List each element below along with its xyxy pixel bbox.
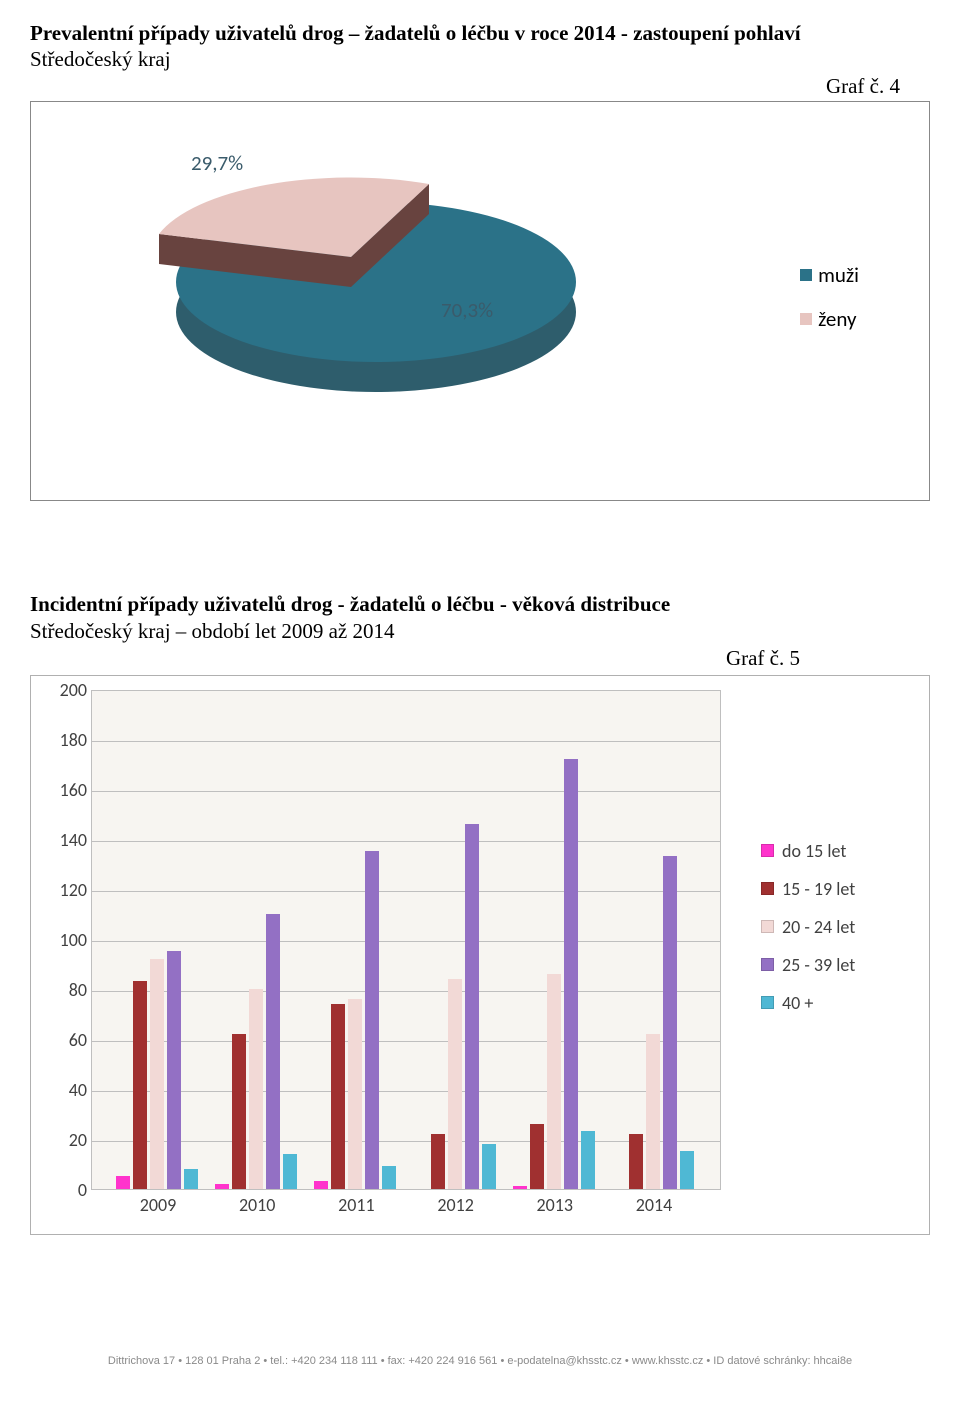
- gridline: [92, 741, 720, 742]
- pie-legend-label-zeny: ženy: [818, 306, 856, 332]
- bar-legend-swatch: [761, 996, 774, 1009]
- bar-legend-label: do 15 let: [782, 840, 846, 862]
- y-tick-label: 160: [49, 779, 87, 801]
- page-footer: Dittrichova 17 • 128 01 Praha 2 • tel.: …: [30, 1355, 930, 1367]
- pie-swatch-zeny: [800, 313, 812, 325]
- x-tick-label: 2014: [636, 1194, 673, 1216]
- pie-legend-row-muzi: muži: [800, 262, 859, 288]
- bar-legend-label: 15 - 19 let: [782, 878, 855, 900]
- bar-chart-frame: 0 20 40 60 80 100 120 140 160 180 200 2009 2010 2011…: [30, 675, 930, 1235]
- x-tick-label: 2009: [140, 1194, 177, 1216]
- bar-legend: do 15 let 15 - 19 let 20 - 24 let 25 - 39 l…: [761, 840, 855, 1030]
- bar: [680, 1151, 694, 1189]
- bar-plot-column: 020406080100120140160180200 200920102011…: [47, 690, 721, 1220]
- y-tick-label: 60: [49, 1029, 87, 1051]
- section1-graf-label: Graf č. 4: [30, 74, 900, 99]
- bar-legend-row: 40 +: [761, 992, 855, 1014]
- bar: [283, 1154, 297, 1189]
- pie-pct-muzi: 70,3%: [441, 297, 493, 323]
- bar: [530, 1124, 544, 1189]
- y-tick-label: 180: [49, 729, 87, 751]
- bar: [266, 914, 280, 1189]
- gridline: [92, 891, 720, 892]
- pie-legend-row-zeny: ženy: [800, 306, 859, 332]
- pie-legend: muži ženy: [800, 262, 859, 350]
- bar-plot-area: [91, 690, 721, 1190]
- bar: [547, 974, 561, 1189]
- bar-legend-row: 20 - 24 let: [761, 916, 855, 938]
- bar: [365, 851, 379, 1189]
- gridline: [92, 1141, 720, 1142]
- x-tick-label: 2012: [437, 1194, 474, 1216]
- bar-legend-label: 40 +: [782, 992, 813, 1014]
- bar: [581, 1131, 595, 1189]
- section1-subtitle: Středočeský kraj: [30, 47, 930, 72]
- bar: [116, 1176, 130, 1189]
- bar: [482, 1144, 496, 1189]
- bar-legend-swatch: [761, 920, 774, 933]
- bar-legend-swatch: [761, 844, 774, 857]
- bar: [348, 999, 362, 1189]
- bar: [513, 1186, 527, 1189]
- bar: [314, 1181, 328, 1189]
- bar: [646, 1034, 660, 1189]
- y-tick-label: 80: [49, 979, 87, 1001]
- x-tick-label: 2013: [537, 1194, 574, 1216]
- bar: [629, 1134, 643, 1189]
- bar: [215, 1184, 229, 1189]
- y-tick-label: 100: [49, 929, 87, 951]
- section2-graf-label: Graf č. 5: [30, 646, 800, 671]
- bar-legend-label: 20 - 24 let: [782, 916, 855, 938]
- pie-legend-label-muzi: muži: [818, 262, 859, 288]
- section2-title: Incidentní případy uživatelů drog - žada…: [30, 591, 930, 618]
- bar: [564, 759, 578, 1189]
- bar: [150, 959, 164, 1189]
- section-1-header: Prevalentní případy uživatelů drog – žad…: [30, 20, 930, 99]
- pie-3d-icon: [141, 152, 591, 412]
- gridline: [92, 841, 720, 842]
- pie-swatch-muzi: [800, 269, 812, 281]
- gridline: [92, 1091, 720, 1092]
- y-tick-label: 0: [49, 1179, 87, 1201]
- bar-x-labels: 2009 2010 2011 2012 2013 2014: [91, 1190, 721, 1220]
- pie-canvas: 29,7% 70,3%: [71, 132, 741, 422]
- x-tick-label: 2010: [239, 1194, 276, 1216]
- bar: [448, 979, 462, 1189]
- bar: [232, 1034, 246, 1189]
- bar: [184, 1169, 198, 1189]
- section1-title: Prevalentní případy uživatelů drog – žad…: [30, 20, 930, 47]
- gridline: [92, 991, 720, 992]
- bar-legend-swatch: [761, 882, 774, 895]
- gridline: [92, 791, 720, 792]
- bar: [431, 1134, 445, 1189]
- bar: [167, 951, 181, 1189]
- y-tick-label: 140: [49, 829, 87, 851]
- bar-legend-label: 25 - 39 let: [782, 954, 855, 976]
- y-tick-label: 200: [49, 679, 87, 701]
- y-tick-label: 40: [49, 1079, 87, 1101]
- bar: [331, 1004, 345, 1189]
- y-tick-label: 120: [49, 879, 87, 901]
- gridline: [92, 941, 720, 942]
- bar: [663, 856, 677, 1189]
- bar-legend-swatch: [761, 958, 774, 971]
- pie-pct-zeny: 29,7%: [191, 150, 243, 176]
- gridline: [92, 1041, 720, 1042]
- section2-subtitle: Středočeský kraj – období let 2009 až 20…: [30, 619, 930, 644]
- bar-legend-row: 25 - 39 let: [761, 954, 855, 976]
- bar-legend-row: do 15 let: [761, 840, 855, 862]
- bar: [249, 989, 263, 1189]
- pie-chart-frame: 29,7% 70,3% muži ženy: [30, 101, 930, 501]
- bar: [465, 824, 479, 1189]
- bar: [133, 981, 147, 1189]
- y-tick-label: 20: [49, 1129, 87, 1151]
- section-2-header: Incidentní případy uživatelů drog - žada…: [30, 591, 930, 670]
- bar: [382, 1166, 396, 1189]
- bar-legend-row: 15 - 19 let: [761, 878, 855, 900]
- x-tick-label: 2011: [338, 1194, 375, 1216]
